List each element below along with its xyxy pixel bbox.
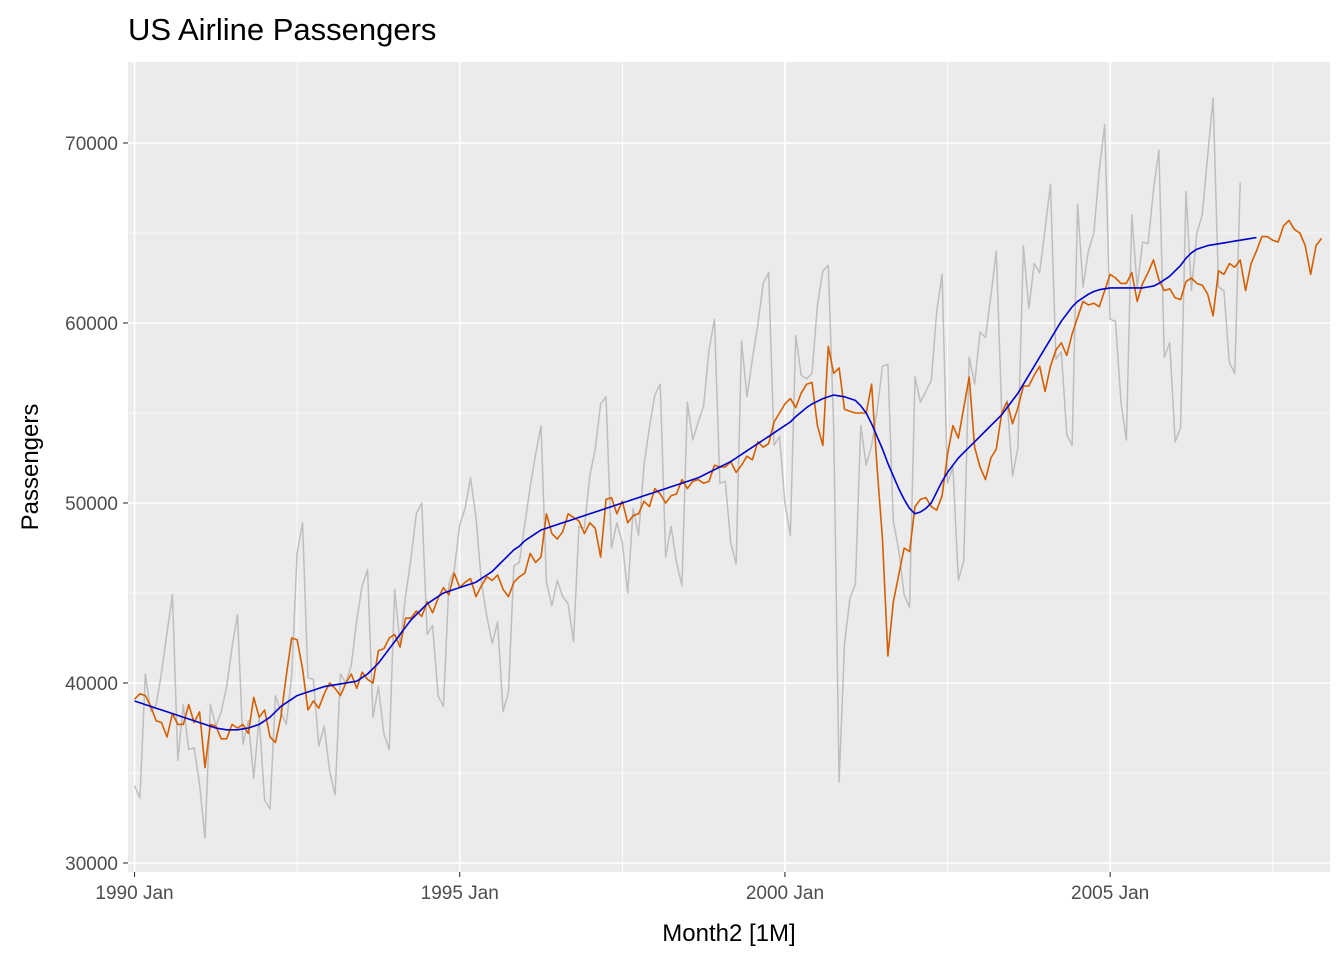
x-axis-title: Month2 [1M]: [662, 920, 795, 947]
y-axis-title: Passengers: [17, 404, 44, 531]
x-tick-label: 2005 Jan: [1071, 883, 1149, 904]
y-tick-label: 30000: [65, 854, 118, 875]
y-tick-label: 40000: [65, 674, 118, 695]
x-tick-label: 1990 Jan: [95, 883, 173, 904]
x-axis: 1990 Jan 1995 Jan 2000 Jan 2005 Jan: [95, 872, 1149, 904]
series-lines: [133, 97, 1323, 839]
trend-line: [134, 236, 1257, 731]
grid-lines: [128, 62, 1330, 872]
y-tick-label: 50000: [65, 494, 118, 515]
x-tick-label: 1995 Jan: [421, 883, 499, 904]
x-tick-label: 2000 Jan: [746, 883, 824, 904]
plot-panel: [128, 62, 1330, 872]
y-axis: 30000 40000 50000 60000 70000: [65, 134, 128, 875]
data-series-line: [133, 97, 1241, 839]
chart-title: US Airline Passengers: [128, 12, 436, 47]
y-tick-label: 70000: [65, 134, 118, 155]
y-tick-label: 60000: [65, 314, 118, 335]
